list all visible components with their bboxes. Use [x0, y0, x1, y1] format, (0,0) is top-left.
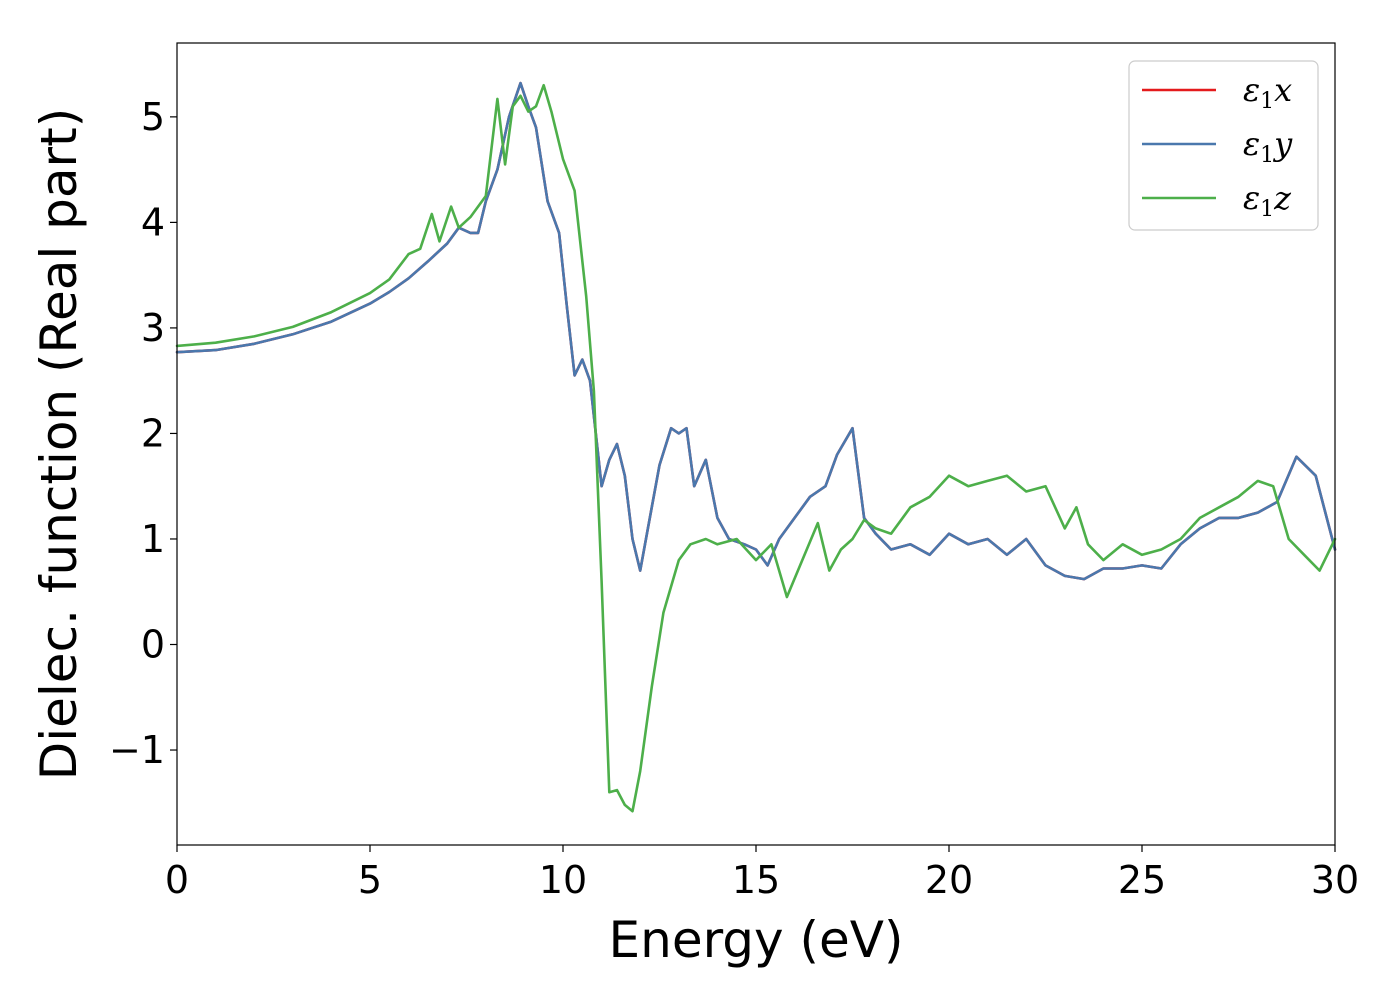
y-tick-label: 0 [141, 623, 165, 667]
x-tick-label: 0 [165, 858, 189, 902]
y-tick-label: −1 [109, 728, 165, 772]
x-tick-label: 25 [1118, 858, 1166, 902]
y-tick-label: 4 [141, 200, 165, 244]
y-tick-label: 3 [141, 306, 165, 350]
series-layer [175, 81, 1337, 813]
legend: ε1x ε1y ε1z [1128, 60, 1319, 231]
x-tick-label: 15 [732, 858, 780, 902]
x-axis-ticks: 0 5 10 15 20 25 30 [165, 845, 1359, 902]
x-tick-label: 10 [539, 858, 587, 902]
series-line-y [175, 81, 1337, 581]
y-tick-label: 2 [141, 411, 165, 455]
legend-label-x: ε1x [1243, 71, 1292, 114]
y-axis-label: Dielec. function (Real part) [30, 108, 88, 780]
y-tick-label: 1 [141, 517, 165, 561]
y-axis-ticks: −1 0 1 2 3 4 5 [109, 95, 177, 772]
x-axis-label: Energy (eV) [609, 911, 904, 969]
x-tick-label: 30 [1311, 858, 1359, 902]
x-tick-label: 5 [358, 858, 382, 902]
legend-label-y: ε1y [1243, 125, 1293, 168]
y-tick-label: 5 [141, 95, 165, 139]
x-tick-label: 20 [925, 858, 973, 902]
legend-label-z: ε1z [1243, 179, 1292, 222]
series-line-z [175, 83, 1337, 813]
legend-box [1128, 60, 1319, 231]
